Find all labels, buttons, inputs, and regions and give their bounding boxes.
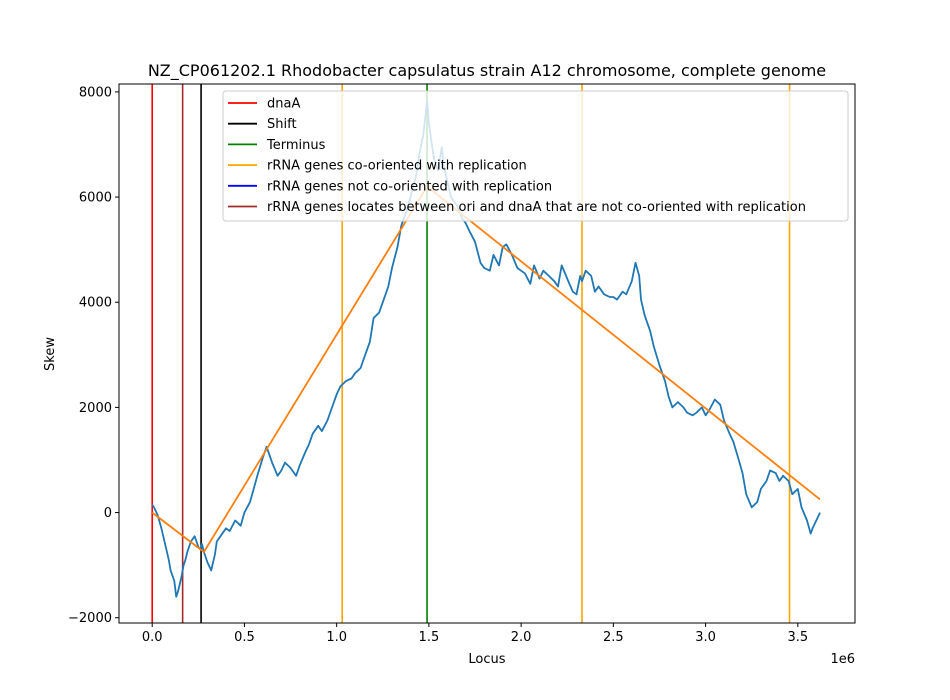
legend-label-3: rRNA genes co-oriented with replication [267, 159, 527, 174]
legend-label-0: dnaA [267, 97, 300, 112]
y-axis-ticks: −2000 0 2000 4000 6000 8000 [68, 85, 119, 626]
legend-box [222, 90, 849, 222]
x-tick-label-0: 0.0 [142, 630, 163, 645]
series-line-1 [151, 185, 821, 553]
legend-label-2: Terminus [266, 138, 326, 153]
x-tick-label-6: 3.0 [695, 630, 716, 645]
y-tick-label-5: 8000 [79, 85, 112, 100]
legend-label-5: rRNA genes locates between ori and dnaA … [267, 200, 806, 215]
x-tick-label-1: 0.5 [234, 630, 255, 645]
x-axis-offset-label: 1e6 [830, 652, 855, 667]
chart-title: NZ_CP061202.1 Rhodobacter capsulatus str… [148, 61, 826, 81]
y-tick-label-0: −2000 [68, 611, 112, 626]
y-axis-title: Skew [43, 337, 58, 371]
x-tick-label-2: 1.0 [326, 630, 347, 645]
plot-frame [118, 83, 856, 624]
x-tick-label-4: 2.0 [511, 630, 532, 645]
x-axis-title: Locus [468, 652, 505, 667]
legend-label-4: rRNA genes not co-oriented with replicat… [267, 179, 552, 194]
x-axis-ticks: 0.0 0.5 1.0 1.5 2.0 2.5 3.0 3.5 [142, 623, 808, 645]
x-tick-label-7: 3.5 [787, 630, 808, 645]
y-tick-label-3: 4000 [79, 296, 112, 311]
y-tick-label-2: 2000 [79, 401, 112, 416]
legend: dnaA Shift Terminus rRNA genes co-oriented … [222, 90, 849, 222]
y-tick-label-1: 0 [104, 506, 112, 521]
legend-label-1: Shift [267, 117, 297, 132]
x-tick-label-5: 2.5 [603, 630, 624, 645]
x-tick-label-3: 1.5 [419, 630, 440, 645]
y-tick-label-4: 6000 [79, 191, 112, 206]
